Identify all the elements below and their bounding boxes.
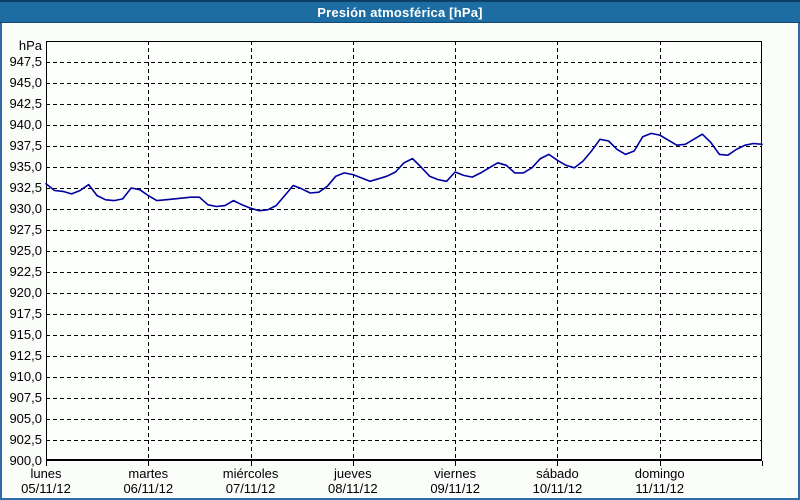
y-tick-label: 917,5 [9, 306, 42, 321]
x-day-name: sábado [536, 466, 579, 481]
y-tick-label: 927,5 [9, 222, 42, 237]
y-tick-label: 900,0 [9, 453, 42, 468]
y-axis-unit-label: hPa [18, 38, 42, 53]
x-day-name: martes [128, 466, 169, 481]
y-tick-label: 947,5 [9, 54, 42, 69]
y-tick-label: 925,0 [9, 243, 42, 258]
x-day-name: viernes [434, 466, 477, 481]
y-tick-label: 912,5 [9, 348, 42, 363]
y-tick-label: 930,0 [9, 201, 42, 216]
x-day-date: 08/11/12 [328, 481, 378, 496]
y-tick-label: 945,0 [9, 75, 42, 90]
y-tick-label: 915,0 [9, 327, 42, 342]
x-day-label: viernes 09/11/12 [405, 467, 505, 496]
y-tick-label: 937,5 [9, 138, 42, 153]
x-day-label: miércoles 07/11/12 [201, 467, 301, 496]
y-tick-label: 910,0 [9, 369, 42, 384]
y-tick-label: 907,5 [9, 390, 42, 405]
x-day-name: jueves [334, 466, 372, 481]
y-tick-label: 942,5 [9, 96, 42, 111]
pressure-line-chart [45, 41, 763, 466]
x-day-date: 06/11/12 [123, 481, 174, 496]
y-tick-label: 902,5 [9, 432, 42, 447]
y-tick-label: 935,0 [9, 159, 42, 174]
title-bar: Presión atmosférica [hPa] [0, 0, 800, 23]
x-day-label: sábado 10/11/12 [507, 467, 607, 496]
x-day-date: 07/11/12 [225, 481, 276, 496]
x-day-date: 05/11/12 [21, 481, 71, 496]
chart-canvas: hPa 947,5 945,0 942,5 940,0 937,5 935,0 932,5 9… [0, 23, 800, 500]
y-tick-label: 920,0 [9, 285, 42, 300]
y-tick-label: 922,5 [9, 264, 42, 279]
x-day-label: jueves 08/11/12 [303, 467, 403, 496]
x-day-name: lunes [30, 466, 62, 481]
x-day-name: miércoles [222, 466, 279, 481]
x-day-date: 11/11/12 [635, 481, 685, 496]
x-day-label: martes 06/11/12 [98, 467, 198, 496]
x-day-name: domingo [634, 466, 685, 481]
y-tick-label: 905,0 [9, 411, 42, 426]
x-day-date: 10/11/12 [532, 481, 583, 496]
chart-title: Presión atmosférica [hPa] [317, 4, 483, 20]
pressure-polyline [45, 132, 763, 212]
y-tick-label: 932,5 [9, 180, 42, 195]
x-day-label: lunes 05/11/12 [0, 467, 96, 496]
y-tick-label: 940,0 [9, 117, 42, 132]
x-day-date: 09/11/12 [430, 481, 480, 496]
x-day-label: domingo 11/11/12 [610, 467, 710, 496]
